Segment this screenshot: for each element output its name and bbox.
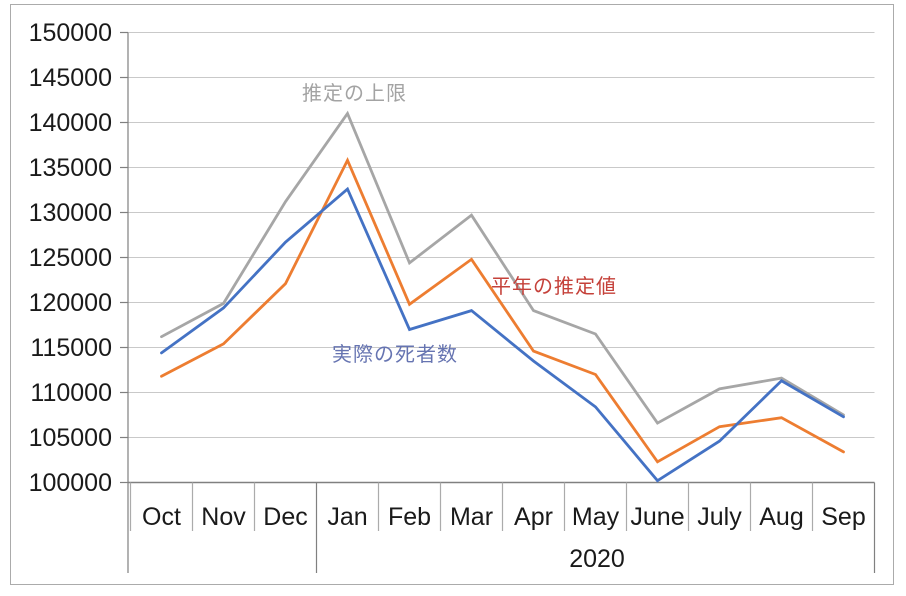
y-axis-label: 125000 bbox=[29, 244, 112, 272]
x-axis-label: Mar bbox=[450, 503, 493, 531]
x-axis-label: Apr bbox=[514, 503, 553, 531]
y-axis-label: 130000 bbox=[29, 199, 112, 227]
x-axis-label: July bbox=[697, 503, 742, 531]
annotation-upper-bound: 推定の上限 bbox=[302, 83, 407, 105]
y-axis-label: 145000 bbox=[29, 64, 112, 92]
x-axis-label: May bbox=[572, 503, 620, 531]
x-axis-label: June bbox=[630, 503, 684, 531]
y-axis-label: 140000 bbox=[29, 109, 112, 137]
x-axis-label: Feb bbox=[388, 503, 431, 531]
x-axis-label: Sep bbox=[821, 503, 865, 531]
series-line-平年の推定値 bbox=[160, 156, 845, 464]
series-line-推定の上限 bbox=[160, 110, 845, 425]
y-axis-label: 120000 bbox=[29, 289, 112, 317]
x-axis-year-label: 2020 bbox=[569, 545, 625, 573]
y-axis-label: 105000 bbox=[29, 424, 112, 452]
annotation-actual-deaths: 実際の死者数 bbox=[332, 344, 458, 366]
y-axis-label: 135000 bbox=[29, 154, 112, 182]
chart-border-frame bbox=[10, 4, 894, 585]
x-axis-label: Oct bbox=[142, 503, 181, 531]
annotation-normal-estimate: 平年の推定値 bbox=[491, 276, 617, 298]
y-axis-label: 150000 bbox=[29, 19, 112, 47]
x-axis-label: Dec bbox=[263, 503, 307, 531]
y-axis-label: 100000 bbox=[29, 469, 112, 497]
x-axis-label: Nov bbox=[201, 503, 246, 531]
series-line-実際の死者数 bbox=[160, 186, 845, 483]
x-axis-label: Jan bbox=[327, 503, 367, 531]
y-axis-label: 115000 bbox=[30, 334, 112, 362]
x-axis-label: Aug bbox=[759, 503, 803, 531]
y-axis-label: 110000 bbox=[30, 379, 112, 407]
